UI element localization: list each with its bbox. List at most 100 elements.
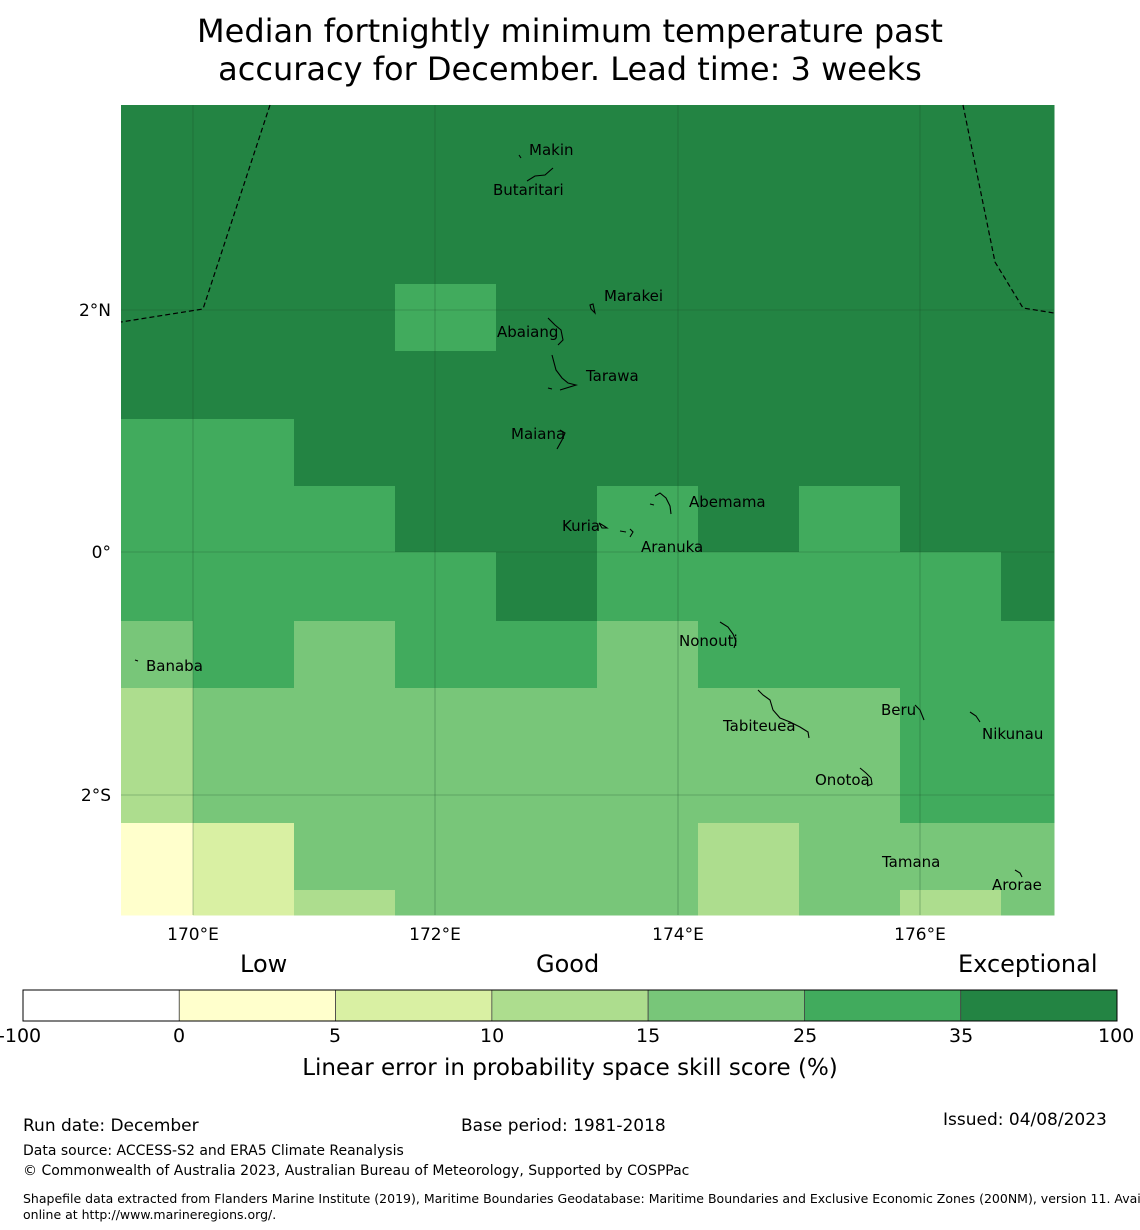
grid-cell xyxy=(900,552,1002,622)
skill-score-grid xyxy=(121,105,1055,916)
copyright-notice: © Commonwealth of Australia 2023, Austra… xyxy=(23,1163,690,1179)
colorbar-tick-35: 35 xyxy=(949,1025,974,1047)
grid-cell xyxy=(698,150,800,218)
grid-cell xyxy=(1001,217,1055,285)
island-label-marakei: Marakei xyxy=(604,287,663,305)
island-label-makin: Makin xyxy=(529,141,574,159)
island-shape-arorae xyxy=(1014,869,1023,878)
grid-cell xyxy=(121,105,194,151)
grid-cell xyxy=(799,486,901,553)
grid-cell xyxy=(597,621,699,689)
island-shape-tarawa xyxy=(547,354,579,391)
grid-cell xyxy=(294,890,396,916)
grid-cell xyxy=(597,552,699,622)
island-label-beru: Beru xyxy=(881,701,916,719)
grid-cell xyxy=(121,217,194,285)
grid-cell xyxy=(395,150,497,218)
island-shape-nonouti xyxy=(719,621,737,649)
grid-cell xyxy=(193,105,295,151)
grid-cell xyxy=(1001,284,1055,352)
island-label-kuria: Kuria xyxy=(562,517,600,535)
island-label-abaiang: Abaiang xyxy=(497,323,558,341)
grid-cell xyxy=(294,755,396,824)
island-outlines xyxy=(134,154,1023,878)
grid-cell xyxy=(193,755,295,824)
island-shape-butaritari xyxy=(526,167,554,182)
grid-cell xyxy=(294,621,396,689)
grid-cell xyxy=(799,419,901,487)
grid-cell xyxy=(121,419,194,487)
grid-cell xyxy=(1001,688,1055,756)
grid-cell xyxy=(294,552,396,622)
colorbar-tick-minus100: -100 xyxy=(0,1025,42,1047)
grid-cell xyxy=(496,419,598,487)
colorbar-tick-15: 15 xyxy=(636,1025,661,1047)
grid-cell xyxy=(698,217,800,285)
grid-cell xyxy=(294,823,396,891)
colorbar-tick-100: 100 xyxy=(1098,1025,1135,1047)
grid-cell xyxy=(395,486,497,553)
island-label-nonouti: Nonouti xyxy=(679,632,738,650)
grid-cell xyxy=(597,105,699,151)
grid-cell xyxy=(121,150,194,218)
axis-labels: 170°E 172°E 174°E 176°E 2°N 0° 2°S xyxy=(79,301,946,945)
grid-cell xyxy=(121,486,194,553)
grid-cell xyxy=(496,105,598,151)
base-period: Base period: 1981-2018 xyxy=(461,1116,666,1136)
island-shape-aranuka xyxy=(619,528,634,538)
grid-cell xyxy=(395,688,497,756)
grid-cell xyxy=(193,621,295,689)
colorbar-tick-10: 10 xyxy=(480,1025,505,1047)
grid-cell xyxy=(294,688,396,756)
lon-label-174: 174°E xyxy=(652,925,704,945)
title-line-1: Median fortnightly minimum temperature p… xyxy=(197,12,943,50)
grid-cell xyxy=(698,486,800,553)
grid-cell xyxy=(121,823,194,891)
grid-cell xyxy=(900,755,1002,824)
grid-cell xyxy=(900,217,1002,285)
colorbar-border xyxy=(22,989,1118,1022)
grid-cell xyxy=(597,688,699,756)
grid-cell xyxy=(799,105,901,151)
grid-cell xyxy=(799,552,901,622)
grid-cell xyxy=(193,890,295,916)
island-shape-nikunau xyxy=(969,711,981,723)
island-label-tamana: Tamana xyxy=(881,853,940,871)
island-label-tarawa: Tarawa xyxy=(585,367,639,385)
grid-cell xyxy=(121,688,194,756)
category-good: Good xyxy=(536,950,600,978)
island-shape-abemama xyxy=(649,492,672,515)
grid-cell xyxy=(294,105,396,151)
island-shape-onotoa xyxy=(859,767,873,787)
grid-cell xyxy=(799,890,901,916)
grid-cell xyxy=(799,284,901,352)
grid-cell xyxy=(597,351,699,420)
grid-cell xyxy=(193,552,295,622)
grid-cell xyxy=(900,486,1002,553)
grid-cell xyxy=(193,351,295,420)
colorbar-label: Linear error in probability space skill … xyxy=(302,1055,838,1081)
grid-cell xyxy=(698,105,800,151)
grid-cell xyxy=(698,688,800,756)
colorbar-segment xyxy=(960,989,1118,1022)
island-label-banaba: Banaba xyxy=(146,657,203,675)
grid-cell xyxy=(294,150,396,218)
island-shape-abaiang xyxy=(547,317,564,346)
island-shape-maiana xyxy=(556,429,566,450)
grid-cell xyxy=(799,351,901,420)
grid-cell xyxy=(395,217,497,285)
grid-cell xyxy=(395,105,497,151)
issued-date: Issued: 04/08/2023 xyxy=(943,1110,1107,1130)
category-exceptional: Exceptional xyxy=(958,950,1098,978)
island-shape-tabiteuea xyxy=(757,689,810,739)
lat-label-2s: 2°S xyxy=(81,786,111,806)
grid-cell xyxy=(1001,890,1055,916)
colorbar-segment xyxy=(178,989,336,1022)
grid-cell xyxy=(395,419,497,487)
grid-cell xyxy=(496,621,598,689)
grid-cell xyxy=(698,351,800,420)
grid-cell xyxy=(799,688,901,756)
island-shape-marakei xyxy=(589,303,596,315)
grid-cell xyxy=(1001,150,1055,218)
